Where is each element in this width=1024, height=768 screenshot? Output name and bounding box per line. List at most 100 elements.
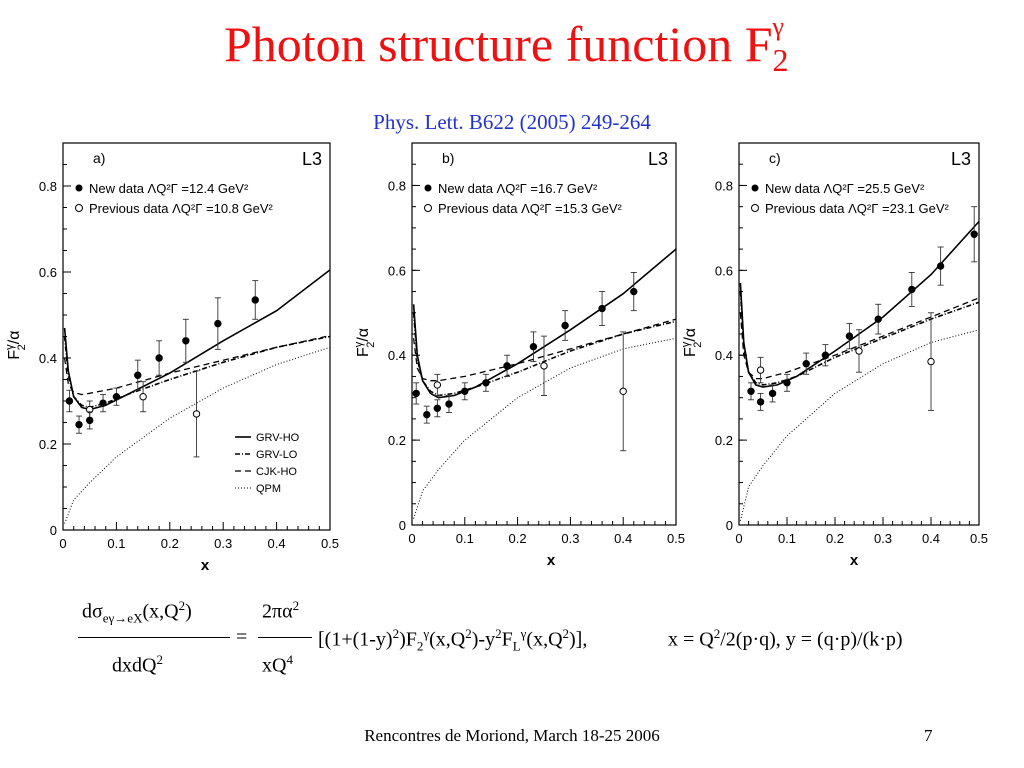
previous-data-point (855, 347, 863, 355)
y-tick-label: 0.4 (715, 348, 733, 363)
new-data-point (970, 230, 978, 238)
legend-new-marker (751, 184, 759, 192)
experiment-label: L3 (951, 149, 971, 169)
y-tick-label: 0.2 (388, 433, 406, 448)
legend-new-data: New data ΛQ²Γ =16.7 GeV² (438, 181, 598, 196)
y-axis-label: Fγ2/α (4, 331, 28, 360)
x-tick-label: 0.4 (922, 531, 940, 546)
title-main: Photon structure function F (223, 16, 773, 72)
new-data-point (65, 397, 74, 405)
slide-title: Photon structure function F2γ (0, 12, 1024, 83)
new-data-point (747, 387, 755, 396)
legend-prev-marker (751, 204, 759, 212)
x-tick-label: 0.4 (614, 531, 632, 546)
legend-previous-data: Previous data ΛQ²Γ =23.1 GeV² (765, 201, 950, 216)
previous-data-point (756, 366, 765, 374)
plot-panel-c: 0 0.1 0.2 0.3 0.4 0.5 0 0.2 0.4 0.6 0.8 x Fγ2/α c) L3 N… (680, 142, 988, 569)
curve-grv-lo (739, 291, 980, 386)
new-data-point (445, 400, 453, 408)
curve-qpm (413, 337, 677, 519)
curve-cjk-ho (412, 318, 677, 382)
new-data-point (768, 389, 777, 398)
legend-new-marker (75, 184, 83, 192)
new-data-point (503, 362, 511, 370)
y-tick-label: 0.6 (39, 265, 57, 280)
new-data-point (908, 285, 916, 294)
legend-prev-marker (424, 204, 432, 212)
x-axis-label: x (850, 552, 859, 569)
new-data-point (433, 404, 442, 412)
y-tick-label: 0.8 (388, 178, 406, 193)
curve-grv-ho (63, 269, 331, 411)
x-tick-label: 0.4 (268, 536, 286, 551)
formula-body: [(1+(1-y)2)F2γ(x,Q2)-y2FLγ(x,Q2)], (318, 626, 588, 654)
new-data-point (529, 343, 538, 351)
curve-qpm (739, 329, 980, 521)
y-axis-label: Fγ2/α (353, 328, 377, 357)
reference-citation: Phys. Lett. B622 (2005) 249-264 (373, 110, 651, 134)
curve-grv-lo (412, 312, 677, 397)
y-tick-label: 0.8 (39, 179, 57, 194)
curve-grv-ho (739, 220, 980, 388)
formula-kinematics: x = Q2/2(p·q), y = (q·p)/(k·p) (668, 626, 903, 651)
footer-conference: Rencontres de Moriond, March 18-25 2006 (364, 726, 660, 745)
x-tick-label: 0.2 (826, 531, 844, 546)
formula-lhs-numerator: dσeγ→eX(x,Q2) (82, 598, 192, 626)
legend-new-data: New data ΛQ²Γ =25.5 GeV² (765, 181, 925, 196)
y-tick-label: 0.8 (715, 178, 733, 193)
new-data-point (821, 351, 830, 359)
x-axis-label: x (201, 557, 210, 574)
curve-legend-label: CJK-HO (256, 466, 297, 478)
x-tick-label: 0 (59, 536, 66, 551)
x-axis-label: x (547, 552, 556, 569)
curve-cjk-ho (739, 297, 980, 380)
plot-panel-a: 0 0.1 0.2 0.3 0.4 0.5 0 0.2 0.4 0.6 0.8 x Fγ2/α a) L3 N… (4, 142, 339, 574)
y-tick-label: 0.6 (388, 263, 406, 278)
previous-data-point (139, 393, 147, 401)
panel-label: c) (769, 150, 781, 166)
legend-previous-data: Previous data ΛQ²Γ =15.3 GeV² (438, 201, 623, 216)
x-tick-label: 0 (735, 531, 742, 546)
y-tick-label: 0.4 (39, 351, 57, 366)
title-superscript: γ (772, 12, 785, 41)
new-data-point (756, 398, 765, 406)
x-tick-label: 0.2 (161, 536, 179, 551)
previous-data-point (433, 381, 442, 389)
plot-panel-b: 0 0.1 0.2 0.3 0.4 0.5 0 0.2 0.4 0.6 0.8 x Fγ2/α b) L3 N… (353, 142, 685, 569)
curve-legend-label: QPM (256, 483, 281, 495)
x-tick-label: 0.3 (874, 531, 892, 546)
legend-prev-marker (75, 204, 83, 212)
new-data-point (412, 389, 420, 398)
new-data-point (482, 379, 490, 387)
legend-new-marker (424, 184, 432, 192)
new-data-point (134, 371, 142, 379)
formula-equals: = (236, 626, 248, 648)
previous-data-point (619, 387, 627, 396)
formula-rhs-numerator: 2πα2 (262, 598, 300, 623)
new-data-point (99, 399, 107, 407)
legend-previous-data: Previous data ΛQ²Γ =10.8 GeV² (89, 201, 274, 216)
x-tick-label: 0.1 (778, 531, 796, 546)
new-data-point (155, 354, 163, 362)
x-tick-label: 0 (408, 531, 415, 546)
cross-section-formula: dσeγ→eX(x,Q2) dxdQ2 = 2πα2 xQ4 [(1+(1-y)… (0, 590, 1024, 690)
previous-data-point (192, 410, 201, 418)
y-tick-label: 0.2 (715, 433, 733, 448)
y-tick-label: 0 (399, 518, 406, 533)
new-data-point (251, 296, 259, 304)
new-data-point (936, 262, 945, 270)
y-tick-label: 0.2 (39, 437, 57, 452)
new-data-point (561, 321, 569, 330)
y-tick-label: 0 (50, 523, 57, 538)
curve-qpm (64, 346, 331, 524)
new-data-point (845, 332, 854, 340)
x-tick-label: 0.5 (321, 536, 339, 551)
page-number: 7 (924, 726, 933, 745)
panel-label: b) (442, 150, 454, 166)
x-tick-label: 0.5 (667, 531, 685, 546)
experiment-label: L3 (648, 149, 668, 169)
experiment-label: L3 (302, 149, 322, 169)
new-data-point (86, 416, 94, 425)
formula-rhs-denominator: xQ4 (262, 652, 293, 677)
new-data-point (874, 315, 882, 323)
